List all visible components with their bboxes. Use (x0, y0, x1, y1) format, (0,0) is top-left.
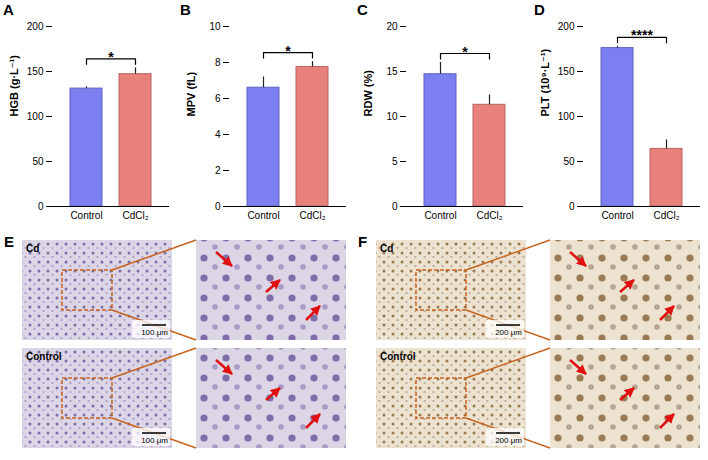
svg-text:2: 2 (215, 165, 221, 176)
svg-text:10: 10 (209, 21, 221, 32)
svg-text:50: 50 (32, 156, 44, 167)
svg-text:0: 0 (569, 201, 575, 212)
svg-text:F: F (358, 233, 367, 250)
svg-text:8: 8 (215, 57, 221, 68)
svg-text:100: 100 (27, 111, 44, 122)
svg-text:0: 0 (38, 201, 44, 212)
svg-text:Control: Control (424, 210, 456, 221)
svg-text:150: 150 (27, 66, 44, 77)
svg-text:CdCl₂: CdCl₂ (299, 210, 325, 221)
svg-text:100 μm: 100 μm (141, 436, 168, 445)
svg-text:200: 200 (27, 21, 44, 32)
svg-text:5: 5 (392, 156, 398, 167)
svg-text:50: 50 (563, 156, 575, 167)
html-text:D: D (534, 1, 545, 18)
svg-text:200 μm: 200 μm (495, 436, 522, 445)
svg-text:*: * (462, 44, 468, 60)
svg-text:0: 0 (392, 201, 398, 212)
svg-text:CdCl₂: CdCl₂ (476, 210, 502, 221)
svg-text:*: * (108, 49, 114, 65)
svg-text:Cd: Cd (380, 243, 393, 254)
svg-text:Control: Control (601, 210, 633, 221)
svg-text:200 μm: 200 μm (495, 328, 522, 337)
svg-text:15: 15 (386, 66, 398, 77)
svg-text:20: 20 (386, 21, 398, 32)
html-text:A: A (3, 1, 14, 18)
svg-text:MPV (fL): MPV (fL) (185, 72, 197, 117)
svg-text:100: 100 (558, 111, 575, 122)
svg-text:Control: Control (70, 210, 102, 221)
svg-text:PLT (10⁹·L⁻¹): PLT (10⁹·L⁻¹) (539, 49, 551, 117)
svg-text:*: * (285, 43, 291, 59)
svg-text:Control: Control (247, 210, 279, 221)
svg-text:RDW (%): RDW (%) (362, 70, 374, 117)
html-text:C: C (357, 1, 368, 18)
svg-text:100 μm: 100 μm (141, 328, 168, 337)
svg-text:****: **** (631, 27, 653, 43)
svg-text:0: 0 (215, 201, 221, 212)
svg-text:Control: Control (26, 351, 62, 362)
svg-text:CdCl₂: CdCl₂ (122, 210, 148, 221)
svg-text:6: 6 (215, 93, 221, 104)
svg-text:CdCl₂: CdCl₂ (653, 210, 679, 221)
svg-text:HGB (g·L⁻¹): HGB (g·L⁻¹) (8, 55, 20, 117)
html-text:B: B (180, 1, 191, 18)
svg-text:200: 200 (558, 21, 575, 32)
svg-text:Control: Control (380, 351, 416, 362)
svg-text:4: 4 (215, 129, 221, 140)
svg-text:150: 150 (558, 66, 575, 77)
svg-text:10: 10 (386, 111, 398, 122)
svg-text:Cd: Cd (26, 243, 39, 254)
svg-text:E: E (4, 233, 14, 250)
